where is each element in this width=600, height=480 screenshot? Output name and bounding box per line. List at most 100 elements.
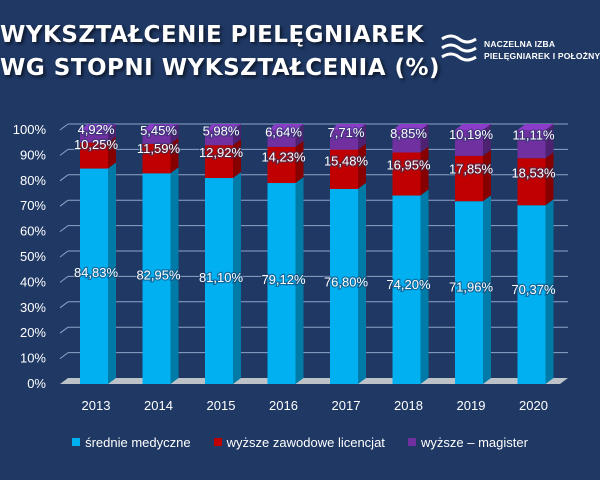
gridline-depth: [59, 174, 69, 182]
bar-segment-side: [170, 167, 179, 384]
y-tick-label: 10%: [20, 351, 46, 366]
data-label: 10,19%: [449, 127, 494, 142]
gridline-depth: [59, 326, 69, 334]
bar-segment-side: [545, 123, 554, 159]
y-tick-label: 40%: [20, 274, 46, 289]
legend-label-secondary: średnie medyczne: [85, 435, 191, 450]
x-tick-label: 2015: [207, 398, 236, 413]
bar-segment-side: [358, 143, 366, 189]
gridline-depth: [59, 250, 69, 258]
x-tick-label: 2016: [269, 398, 298, 413]
y-tick-label: 80%: [20, 173, 46, 188]
bar-segment-front: [80, 130, 108, 143]
bar-segment-side: [483, 195, 491, 384]
bar-top-face: [517, 123, 554, 130]
bar-top-face: [142, 124, 179, 131]
bar-segment-side: [233, 139, 241, 179]
x-tick-label: 2019: [457, 398, 486, 413]
logo-text-line-1: NACZELNA IZBA: [484, 39, 556, 49]
bar-segment-side: [420, 189, 429, 384]
bar-segment-side: [295, 177, 304, 384]
bar-segment-front: [205, 130, 233, 146]
bar-segment-side: [295, 140, 304, 184]
bar-segment-front: [142, 173, 171, 384]
y-tick-label: 60%: [20, 224, 46, 239]
legend-item-secondary: średnie medyczne: [72, 435, 191, 450]
data-label: 18,53%: [511, 166, 556, 181]
gridline-depth: [59, 225, 69, 233]
gridline-depth: [59, 301, 69, 309]
bar-segment-side: [108, 136, 116, 169]
bar-top-face: [330, 124, 366, 131]
chart-title-line-1: WYKSZTAŁCENIE PIELĘGNIAREK: [0, 22, 424, 48]
bar-segment-side: [358, 124, 366, 150]
legend-swatch-bachelor: [213, 438, 222, 446]
bar-segment-front: [142, 143, 171, 174]
bar-segment-front: [392, 195, 421, 384]
bar-segment-side: [483, 124, 491, 156]
data-label: 14,23%: [261, 149, 306, 164]
bar-segment-front: [267, 183, 296, 384]
data-label: 7,71%: [328, 125, 365, 140]
legend-swatch-master: [408, 438, 416, 446]
bar-segment-side: [295, 124, 304, 147]
data-label: 81,10%: [199, 270, 244, 285]
gridline-depth: [59, 148, 69, 156]
bar-segment-side: [108, 124, 116, 143]
bar-segment-front: [330, 149, 358, 189]
x-tick-label: 2013: [82, 398, 111, 413]
data-label: 76,80%: [324, 275, 369, 290]
bar-segment-front: [267, 146, 296, 184]
bar-segment-front: [455, 201, 483, 384]
chart-legend: średnie medyczne wyższe zawodowe licencj…: [0, 432, 600, 451]
bar-segment-side: [108, 162, 116, 384]
y-tick-label: 0%: [27, 376, 46, 391]
data-label: 74,20%: [386, 277, 431, 292]
bar-segment-front: [80, 168, 108, 384]
x-tick-label: 2014: [144, 398, 173, 413]
data-label: 84,83%: [74, 265, 119, 280]
bar-segment-front: [142, 130, 171, 144]
bar-segment-side: [233, 124, 241, 146]
bar-top-face: [267, 124, 304, 131]
organization-logo: NACZELNA IZBA PIELĘGNIAREK I POŁOŻNYCH: [440, 30, 600, 70]
x-tick-label: 2017: [332, 398, 361, 413]
bar-segment-front: [517, 205, 546, 384]
bar-segment-front: [205, 178, 233, 384]
wave-lines-icon: [441, 34, 477, 62]
data-label: 10,25%: [74, 137, 119, 152]
chart-floor: [60, 378, 568, 384]
gridline-depth: [59, 123, 69, 131]
bar-segment-side: [358, 182, 366, 384]
data-label: 17,85%: [449, 162, 494, 177]
bar-segment-side: [545, 199, 554, 384]
gridline-depth: [59, 199, 69, 207]
gridline-depth: [59, 275, 69, 283]
bar-segment-side: [170, 124, 179, 144]
data-label: 8,85%: [390, 126, 427, 141]
bar-segment-side: [420, 146, 429, 196]
chart-title-line-2: WG STOPNI WYKSZTAŁCENIA (%): [0, 55, 441, 81]
data-label: 5,98%: [203, 124, 240, 139]
data-label: 6,64%: [265, 124, 302, 139]
data-label: 11,59%: [137, 141, 181, 156]
x-tick-label: 2018: [394, 398, 423, 413]
y-tick-label: 90%: [20, 147, 46, 162]
data-label: 16,95%: [386, 158, 431, 173]
data-label: 71,96%: [449, 279, 494, 294]
data-label: 15,48%: [324, 153, 369, 168]
legend-item-bachelor: wyższe zawodowe licencjat: [213, 435, 385, 450]
bar-segment-front: [392, 130, 421, 153]
bar-segment-side: [545, 152, 554, 206]
bar-segment-front: [455, 155, 483, 202]
bar-segment-front: [330, 188, 358, 384]
bar-segment-front: [517, 129, 546, 159]
bar-segment-front: [392, 152, 421, 196]
y-tick-label: 100%: [13, 122, 47, 137]
bar-segment-side: [420, 124, 429, 153]
bar-segment-front: [455, 130, 483, 156]
legend-swatch-secondary: [72, 438, 81, 446]
legend-label-master: wyższe – magister: [421, 435, 528, 450]
